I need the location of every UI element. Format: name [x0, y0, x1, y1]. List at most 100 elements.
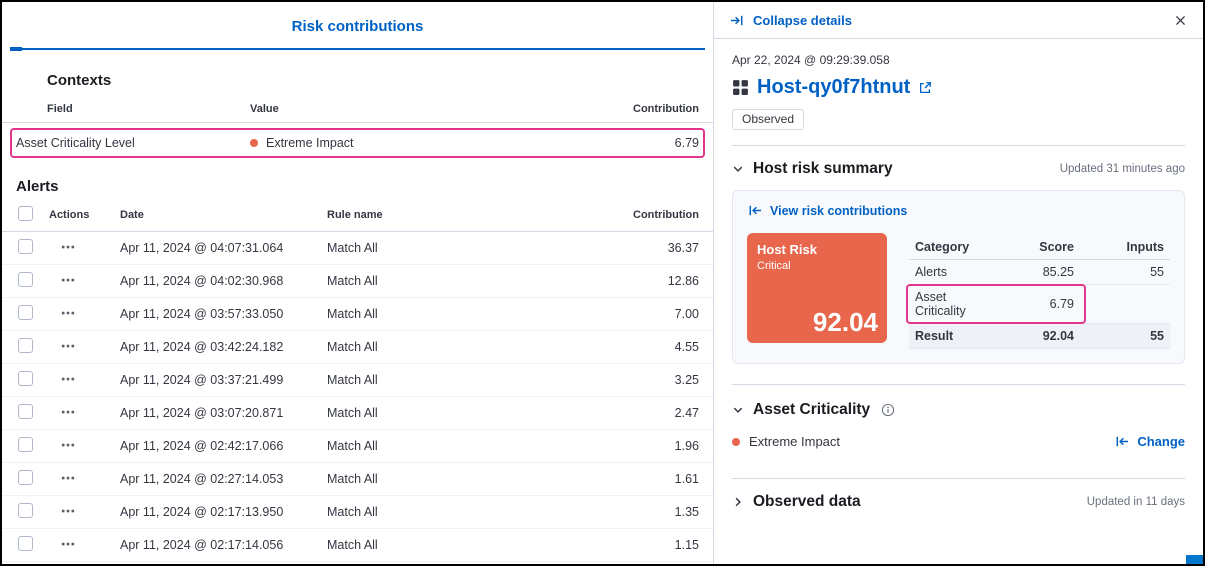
more-actions-icon[interactable] [49, 471, 75, 485]
alert-contribution: 1.15 [674, 538, 699, 552]
row-checkbox[interactable] [18, 536, 33, 551]
more-actions-icon[interactable] [49, 372, 75, 386]
view-risk-contributions-label: View risk contributions [770, 203, 908, 218]
risk-card-score: 92.04 [812, 307, 878, 337]
host-risk-score-card: Host Risk Critical 92.04 [747, 233, 887, 343]
collapse-details-label: Collapse details [753, 13, 852, 28]
row-checkbox[interactable] [18, 503, 33, 518]
alert-rule-name: Match All [327, 373, 378, 387]
alert-date: Apr 11, 2024 @ 02:17:13.950 [120, 505, 284, 519]
arrow-end-icon [730, 13, 745, 28]
alert-row: Apr 11, 2024 @ 03:57:33.050 Match All 7.… [2, 298, 713, 331]
contexts-table-header: Field Value Contribution [2, 99, 713, 123]
risk-inputs: 55 [1150, 329, 1164, 343]
observed-data-updated: Updated in 11 days [1086, 496, 1185, 508]
flyout-header: Collapse details [714, 2, 1203, 39]
contexts-col-contribution: Contribution [633, 103, 699, 115]
observed-data-toggle[interactable]: Observed data [732, 493, 861, 511]
more-actions-icon[interactable] [49, 240, 75, 254]
risk-card-level: Critical [757, 260, 791, 272]
alert-rule-name: Match All [327, 340, 378, 354]
close-icon[interactable] [1174, 14, 1187, 27]
open-host-external-icon[interactable] [918, 81, 932, 95]
alert-row: Apr 11, 2024 @ 02:17:14.056 Match All 1.… [2, 529, 713, 562]
context-value-cell: Extreme Impact [250, 136, 599, 150]
alert-rule-name: Match All [327, 505, 378, 519]
flyout-body: Apr 22, 2024 @ 09:29:39.058 Host-qy0f7ht… [714, 39, 1203, 564]
context-field-text: Asset Criticality Level [16, 136, 135, 150]
alert-date: Apr 11, 2024 @ 02:17:14.056 [120, 538, 284, 552]
alert-row: Apr 11, 2024 @ 03:42:24.182 Match All 4.… [2, 331, 713, 364]
alert-rule-name: Match All [327, 274, 378, 288]
asset-criticality-header: Asset Criticality [732, 401, 1185, 419]
context-value-text: Extreme Impact [266, 136, 354, 150]
more-actions-icon[interactable] [49, 504, 75, 518]
asset-criticality-toggle[interactable]: Asset Criticality [732, 401, 895, 419]
alert-date: Apr 11, 2024 @ 04:07:31.064 [120, 241, 284, 255]
alerts-col-actions: Actions [49, 209, 90, 221]
alert-row: Apr 11, 2024 @ 03:07:20.871 Match All 2.… [2, 397, 713, 430]
chevron-down-icon [732, 404, 744, 416]
contexts-row-highlighted: Asset Criticality Level Extreme Impact 6… [10, 128, 705, 158]
host-risk-summary-toggle[interactable]: Host risk summary [732, 160, 893, 178]
alerts-table-header: Actions Date Rule name Contribution [2, 201, 713, 232]
alert-contribution: 3.25 [674, 373, 699, 387]
row-checkbox[interactable] [18, 272, 33, 287]
risk-row-alerts: Alerts 85.25 55 [909, 260, 1170, 285]
row-checkbox[interactable] [18, 239, 33, 254]
view-risk-contributions-link[interactable]: View risk contributions [747, 203, 1170, 218]
more-actions-icon[interactable] [49, 339, 75, 353]
alert-contribution: 7.00 [674, 307, 699, 321]
info-icon[interactable] [881, 403, 895, 417]
divider [732, 478, 1185, 479]
observed-badge: Observed [732, 109, 805, 130]
select-all-checkbox[interactable] [18, 206, 33, 221]
alert-date: Apr 11, 2024 @ 03:57:33.050 [120, 307, 284, 321]
more-actions-icon[interactable] [49, 405, 75, 419]
risk-table-header: Category Score Inputs [909, 235, 1170, 260]
more-actions-icon[interactable] [49, 537, 75, 551]
change-criticality-button[interactable]: Change [1114, 434, 1185, 449]
alert-rule-name: Match All [327, 241, 378, 255]
host-name-link[interactable]: Host-qy0f7htnut [757, 76, 911, 98]
asset-criticality-title: Asset Criticality [753, 401, 871, 418]
alert-row: Apr 11, 2024 @ 02:17:13.950 Match All 1.… [2, 496, 713, 529]
alerts-col-rule-name: Rule name [327, 209, 383, 221]
row-checkbox[interactable] [18, 338, 33, 353]
host-details-flyout: Collapse details Apr 22, 2024 @ 09:29:39… [713, 2, 1203, 564]
panel-title: Risk contributions [291, 18, 424, 35]
more-actions-icon[interactable] [49, 306, 75, 320]
alert-row: Apr 11, 2024 @ 04:07:31.064 Match All 36… [2, 232, 713, 265]
alert-date: Apr 11, 2024 @ 03:07:20.871 [120, 406, 284, 420]
alert-rule-name: Match All [327, 406, 378, 420]
alerts-col-contribution: Contribution [633, 209, 699, 221]
risk-summary-content: Host Risk Critical 92.04 Category Score … [747, 233, 1170, 349]
arrow-start-icon [1114, 434, 1129, 449]
risk-inputs: 55 [1150, 265, 1164, 279]
row-checkbox[interactable] [18, 470, 33, 485]
host-grid-icon [732, 79, 749, 96]
row-checkbox[interactable] [18, 404, 33, 419]
alert-date: Apr 11, 2024 @ 04:02:30.968 [120, 274, 284, 288]
alert-date: Apr 11, 2024 @ 03:37:21.499 [120, 373, 284, 387]
host-risk-summary-title: Host risk summary [753, 160, 893, 177]
risk-category-table: Category Score Inputs Alerts 85.25 55 As… [906, 233, 1170, 349]
extreme-impact-dot-icon [732, 437, 740, 446]
collapse-details-button[interactable]: Collapse details [730, 13, 852, 28]
risk-summary-updated: Updated 31 minutes ago [1059, 163, 1185, 175]
divider [732, 145, 1185, 146]
context-contribution-value: 6.79 [674, 136, 699, 150]
row-checkbox[interactable] [18, 371, 33, 386]
more-actions-icon[interactable] [49, 273, 75, 287]
risk-card-title: Host Risk [757, 242, 817, 257]
more-actions-icon[interactable] [49, 438, 75, 452]
row-checkbox[interactable] [18, 437, 33, 452]
risk-category: Alerts [915, 265, 947, 279]
alert-rule-name: Match All [327, 538, 378, 552]
row-checkbox[interactable] [18, 305, 33, 320]
risk-row-result: Result 92.04 55 [909, 324, 1170, 349]
corner-accent [1186, 555, 1203, 564]
title-underline [10, 47, 705, 51]
alert-date: Apr 11, 2024 @ 02:42:17.066 [120, 439, 284, 453]
